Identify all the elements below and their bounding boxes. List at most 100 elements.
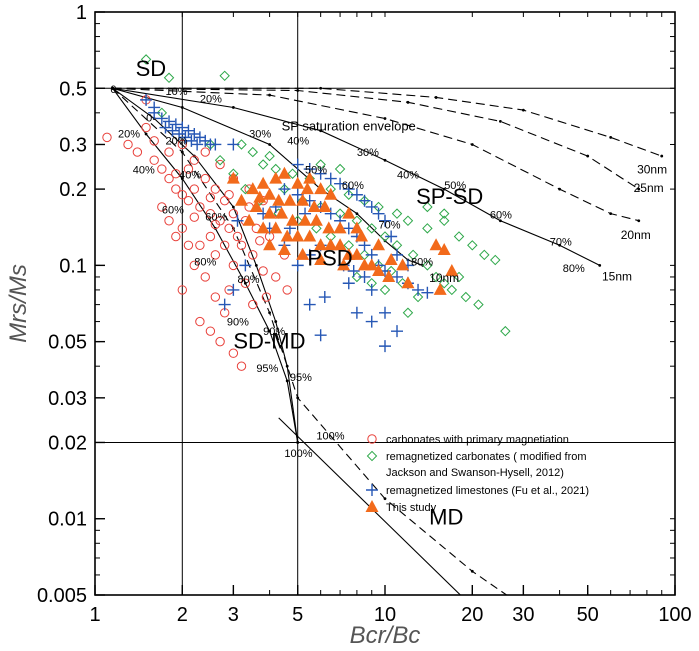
y-tick-label: 1 bbox=[76, 2, 87, 24]
data-point-plus bbox=[209, 138, 222, 151]
x-axis-label: Bcr/Bc bbox=[350, 622, 421, 649]
data-point-triangle bbox=[283, 193, 297, 206]
data-point-triangle bbox=[384, 252, 398, 265]
data-point-diamond bbox=[156, 107, 168, 119]
data-point-diamond bbox=[270, 163, 281, 175]
data-point-triangle bbox=[372, 238, 386, 251]
data-point-diamond bbox=[311, 223, 322, 234]
data-point-plus bbox=[188, 127, 201, 140]
data-point-plus bbox=[227, 138, 240, 151]
region-label-md: MD bbox=[429, 504, 463, 529]
data-point-circle bbox=[164, 173, 174, 184]
data-point-triangle bbox=[263, 187, 277, 200]
data-point-diamond bbox=[379, 284, 391, 296]
data-point-plus bbox=[365, 283, 378, 296]
data-point-triangle bbox=[333, 221, 347, 234]
data-point-triangle bbox=[253, 190, 267, 203]
sp-curve-node bbox=[558, 187, 561, 191]
data-point-circle bbox=[210, 184, 221, 194]
x-tick-label: 5 bbox=[292, 604, 303, 626]
data-point-diamond bbox=[205, 139, 216, 150]
data-point-triangle bbox=[437, 242, 451, 255]
data-point-diamond bbox=[140, 54, 152, 65]
data-point-triangle bbox=[277, 242, 291, 255]
data-point-diamond bbox=[351, 271, 363, 283]
data-point-triangle bbox=[433, 282, 447, 295]
mixing-curve-node bbox=[243, 281, 247, 285]
data-point-diamond bbox=[453, 231, 465, 242]
mixing-curve-node bbox=[268, 311, 271, 315]
data-point-diamond bbox=[402, 215, 414, 226]
data-point-diamond bbox=[490, 254, 501, 266]
mixing-curve-node bbox=[383, 497, 387, 501]
data-point-diamond bbox=[479, 249, 490, 261]
data-point-triangle bbox=[296, 193, 310, 206]
data-point-circle bbox=[157, 202, 167, 212]
data-point-diamond bbox=[343, 189, 355, 200]
data-point-plus bbox=[169, 118, 182, 131]
mixing-curve-label: 60% bbox=[205, 212, 227, 224]
data-point-circle bbox=[205, 326, 216, 336]
data-point-triangle bbox=[242, 213, 256, 226]
sp-curve-pct-label: 70% bbox=[550, 236, 572, 248]
data-point-circle bbox=[171, 184, 181, 194]
sp-curve-node bbox=[383, 117, 387, 120]
data-point-circle bbox=[149, 155, 159, 165]
data-point-triangle bbox=[342, 206, 356, 219]
data-point-plus bbox=[342, 277, 355, 290]
sp-curve-pct-label: 80% bbox=[563, 263, 585, 275]
data-point-circle bbox=[232, 231, 243, 242]
sp-curve-node bbox=[406, 100, 410, 104]
data-point-triangle bbox=[314, 182, 328, 195]
data-point-triangle bbox=[314, 252, 328, 265]
sp-curve-node bbox=[637, 219, 641, 223]
data-point-plus bbox=[372, 207, 385, 220]
data-point-plus bbox=[227, 283, 240, 296]
sp-curve-pct-label: 10% bbox=[165, 86, 187, 98]
sp-curve-node bbox=[319, 86, 323, 90]
data-point-circle bbox=[183, 164, 194, 174]
data-point-diamond bbox=[247, 146, 259, 158]
data-point-circle bbox=[210, 292, 221, 302]
data-point-triangle bbox=[322, 221, 336, 234]
sp-curve-node bbox=[637, 187, 641, 191]
data-point-plus bbox=[379, 306, 391, 319]
data-point-triangle bbox=[445, 264, 459, 277]
data-point-plus bbox=[324, 207, 337, 220]
data-point-triangle bbox=[275, 206, 289, 219]
data-point-circle bbox=[189, 155, 200, 165]
data-point-circle bbox=[236, 240, 247, 251]
data-point-circle bbox=[200, 173, 210, 184]
data-point-circle bbox=[205, 208, 216, 219]
data-point-triangle bbox=[342, 247, 356, 260]
data-point-circle bbox=[157, 164, 167, 174]
mixing-curve-label: 40% bbox=[133, 165, 155, 177]
legend-marker-triangle bbox=[365, 500, 379, 512]
sp-curve-node bbox=[180, 106, 184, 109]
data-point-triangle bbox=[263, 206, 277, 219]
data-point-triangle bbox=[256, 176, 270, 189]
mixing-curve bbox=[112, 87, 299, 443]
data-point-plus bbox=[391, 270, 404, 283]
data-point-plus bbox=[342, 222, 355, 235]
data-point-circle bbox=[224, 190, 234, 200]
data-point-plus bbox=[379, 340, 391, 353]
legend-label: carbonates with primary magnetiation bbox=[386, 434, 569, 446]
x-tick-label: 1 bbox=[89, 604, 100, 626]
mixing-curve bbox=[112, 87, 508, 595]
data-point-plus bbox=[239, 259, 252, 272]
mixing-curve-label: 90% bbox=[263, 326, 285, 338]
sp-curve-pct-label: 50% bbox=[444, 180, 466, 192]
data-point-diamond bbox=[473, 299, 484, 310]
data-point-circle bbox=[149, 136, 159, 146]
data-point-triangle bbox=[300, 182, 314, 195]
data-point-diamond bbox=[438, 215, 450, 226]
data-point-plus bbox=[231, 214, 244, 227]
data-point-circle bbox=[141, 122, 151, 133]
data-point-triangle bbox=[269, 221, 283, 234]
legend-label: remagnetized limestones (Fu et al., 2021… bbox=[386, 485, 589, 497]
y-tick-label: 0.2 bbox=[59, 179, 87, 201]
data-point-circle bbox=[271, 272, 281, 282]
data-point-plus bbox=[291, 259, 304, 272]
data-point-plus bbox=[176, 121, 189, 134]
